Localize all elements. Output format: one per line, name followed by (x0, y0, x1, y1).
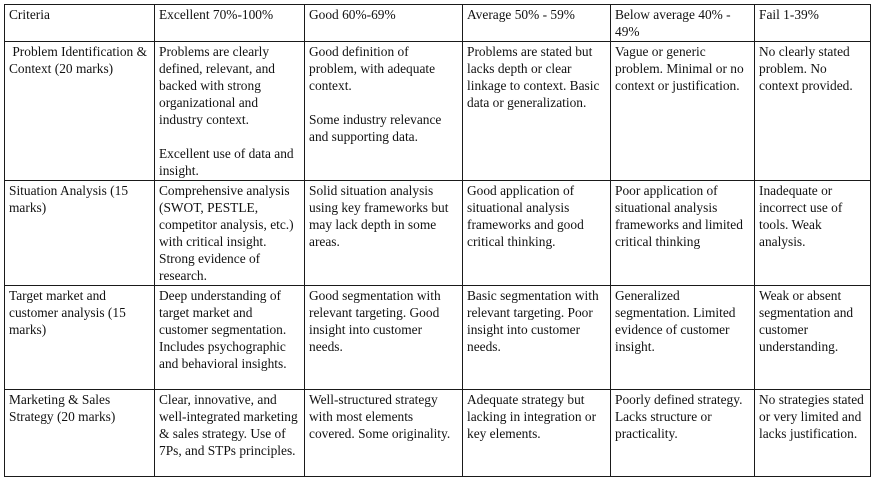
cell-paragraph: Problems are clearly defined, relevant, … (159, 44, 275, 127)
good-cell: Well-structured strategy with most eleme… (304, 389, 463, 477)
header-below-average: Below average 40% - 49% (610, 4, 755, 42)
average-cell: Adequate strategy but lacking in integra… (462, 389, 611, 477)
header-criteria: Criteria (4, 4, 155, 42)
below-average-cell: Generalized segmentation. Limited eviden… (610, 285, 755, 390)
good-cell: Good definition of problem, with adequat… (304, 41, 463, 181)
average-cell: Basic segmentation with relevant targeti… (462, 285, 611, 390)
table-row: Marketing & Sales Strategy (20 marks) Cl… (4, 389, 871, 477)
excellent-cell: Clear, innovative, and well-integrated m… (154, 389, 305, 477)
criteria-cell: Target market and customer analysis (15 … (4, 285, 155, 390)
table-row: Problem Identification & Context (20 mar… (4, 41, 871, 181)
fail-cell: No strategies stated or very limited and… (754, 389, 871, 477)
header-fail: Fail 1-39% (754, 4, 871, 42)
excellent-cell: Problems are clearly defined, relevant, … (154, 41, 305, 181)
cell-paragraph: Some industry relevance and supporting d… (309, 112, 442, 144)
header-average: Average 50% - 59% (462, 4, 611, 42)
header-good: Good 60%-69% (304, 4, 463, 42)
excellent-cell: Deep understanding of target market and … (154, 285, 305, 390)
good-cell: Solid situation analysis using key frame… (304, 180, 463, 286)
cell-paragraph: Good definition of problem, with adequat… (309, 44, 436, 93)
table-row: Situation Analysis (15 marks) Comprehens… (4, 180, 871, 286)
criteria-cell: Situation Analysis (15 marks) (4, 180, 155, 286)
criteria-cell: Problem Identification & Context (20 mar… (4, 41, 155, 181)
fail-cell: No clearly stated problem. No context pr… (754, 41, 871, 181)
fail-cell: Weak or absent segmentation and customer… (754, 285, 871, 390)
criteria-cell: Marketing & Sales Strategy (20 marks) (4, 389, 155, 477)
below-average-cell: Poor application of situational analysis… (610, 180, 755, 286)
grading-rubric-table: Criteria Excellent 70%-100% Good 60%-69%… (4, 4, 871, 477)
below-average-cell: Vague or generic problem. Minimal or no … (610, 41, 755, 181)
average-cell: Good application of situational analysis… (462, 180, 611, 286)
header-excellent: Excellent 70%-100% (154, 4, 305, 42)
below-average-cell: Poorly defined strategy. Lacks structure… (610, 389, 755, 477)
cell-paragraph: Excellent use of data and insight. (159, 146, 294, 178)
good-cell: Good segmentation with relevant targetin… (304, 285, 463, 390)
table-row: Target market and customer analysis (15 … (4, 285, 871, 390)
fail-cell: Inadequate or incorrect use of tools. We… (754, 180, 871, 286)
header-row: Criteria Excellent 70%-100% Good 60%-69%… (4, 4, 871, 42)
average-cell: Problems are stated but lacks depth or c… (462, 41, 611, 181)
excellent-cell: Comprehensive analysis (SWOT, PESTLE, co… (154, 180, 305, 286)
